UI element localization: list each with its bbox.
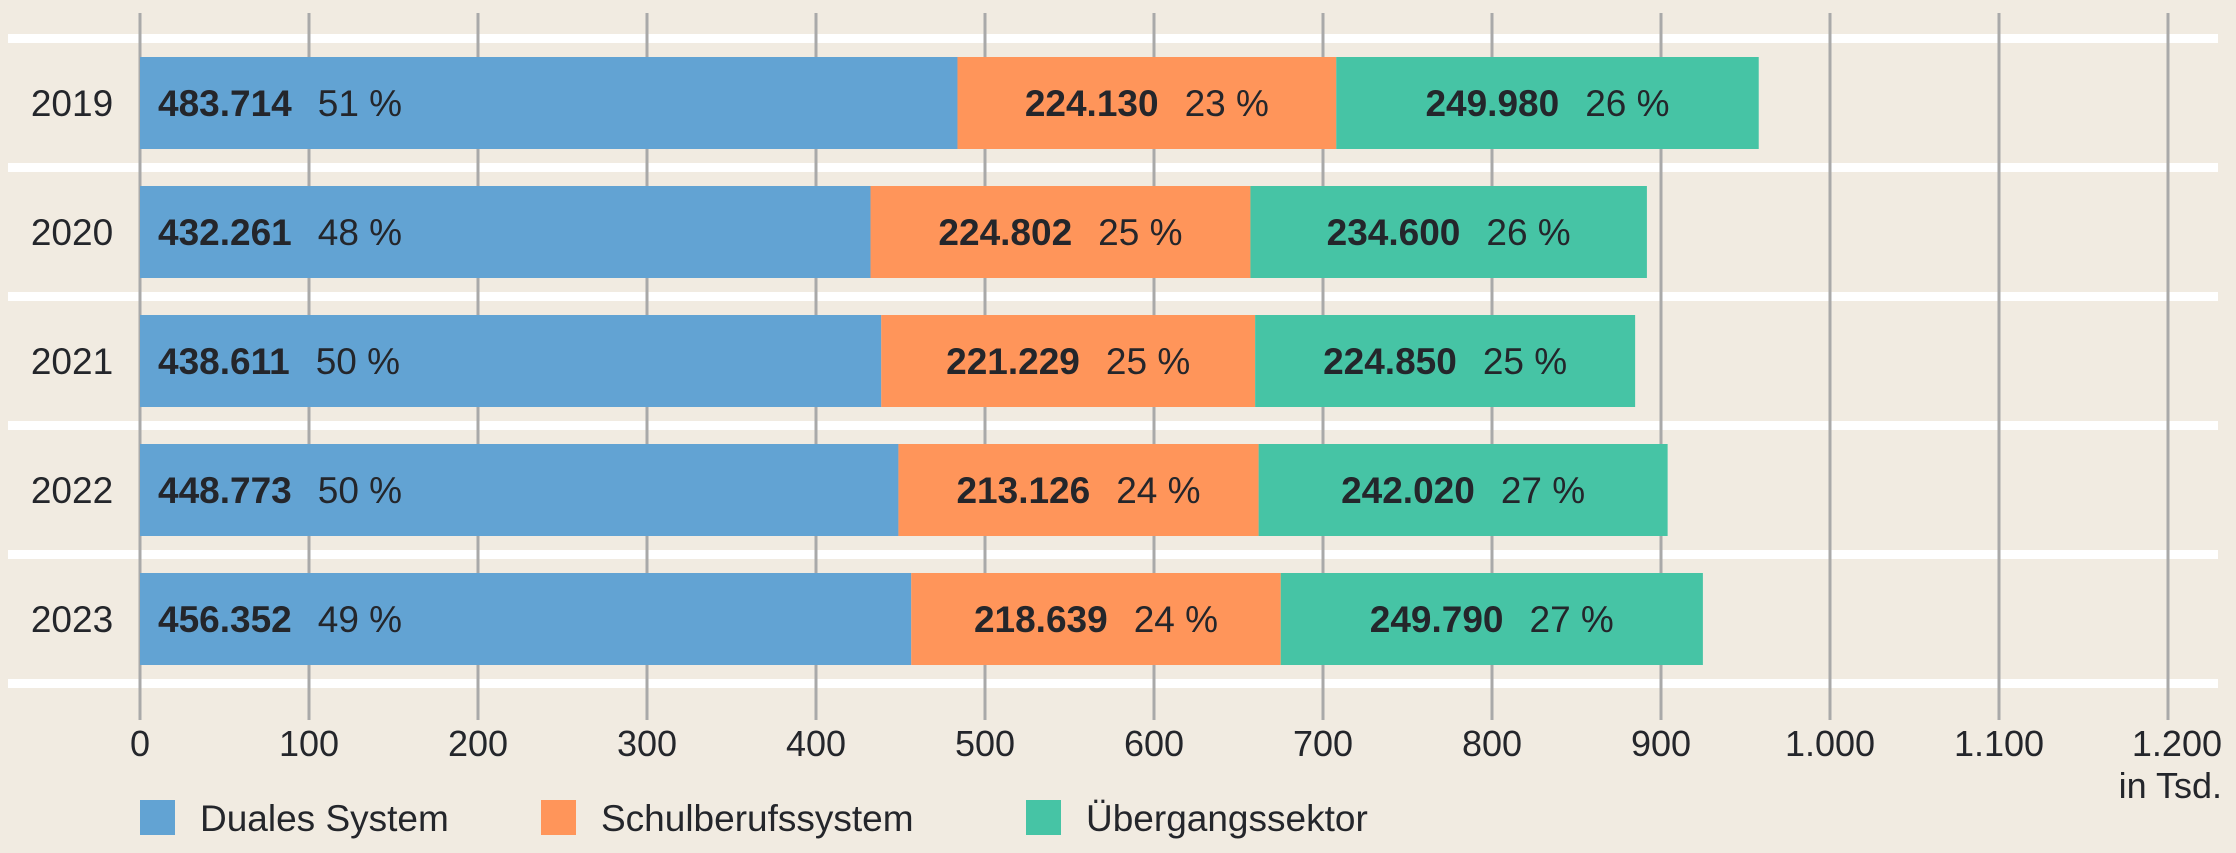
bar-segment--bergangssektor — [1255, 315, 1636, 407]
bar-data-label: 432.261 48 % — [158, 212, 402, 253]
x-tick-label: 400 — [786, 723, 846, 764]
legend-swatch — [541, 800, 576, 835]
bar-segment-schulberufssystem — [957, 57, 1337, 149]
value-label: 249.980 — [1425, 83, 1559, 124]
legend-swatch — [140, 800, 175, 835]
row-separator — [8, 34, 2218, 43]
value-label: 224.130 — [1025, 83, 1159, 124]
bar-data-label: 456.352 49 % — [158, 599, 402, 640]
x-tick-label: 100 — [279, 723, 339, 764]
bar-data-label: 221.229 25 % — [946, 341, 1190, 382]
bar-data-label: 249.980 26 % — [1425, 83, 1669, 124]
x-tick-label: 700 — [1293, 723, 1353, 764]
bar-data-label: 483.714 51 % — [158, 83, 402, 124]
percent-label: 24 % — [1116, 470, 1200, 511]
bar-data-label: 242.020 27 % — [1341, 470, 1585, 511]
value-label: 448.773 — [158, 470, 292, 511]
value-label: 213.126 — [956, 470, 1090, 511]
year-label: 2019 — [31, 83, 113, 124]
bar-data-label: 224.130 23 % — [1025, 83, 1269, 124]
bar-segment-duales-system — [140, 315, 882, 407]
value-label: 234.600 — [1327, 212, 1461, 253]
x-tick-label: 500 — [955, 723, 1015, 764]
x-tick-label: 600 — [1124, 723, 1184, 764]
value-label: 456.352 — [158, 599, 292, 640]
bar-segment--bergangssektor — [1336, 57, 1759, 149]
year-label: 2023 — [31, 599, 113, 640]
bar-data-label: 224.802 25 % — [938, 212, 1182, 253]
bar-segment--bergangssektor — [1250, 186, 1647, 278]
percent-label: 25 % — [1098, 212, 1182, 253]
percent-label: 49 % — [318, 599, 402, 640]
row-separator — [8, 163, 2218, 172]
bar-segment-duales-system — [140, 444, 899, 536]
row-separator — [8, 421, 2218, 430]
bar-segment-schulberufssystem — [881, 315, 1256, 407]
legend-label: Schulberufssystem — [601, 798, 914, 839]
bar-segment-duales-system — [140, 186, 871, 278]
bar-data-label: 234.600 26 % — [1327, 212, 1571, 253]
value-label: 218.639 — [974, 599, 1108, 640]
legend-label: Duales System — [200, 798, 449, 839]
row-separator — [8, 292, 2218, 301]
value-label: 224.802 — [938, 212, 1072, 253]
percent-label: 51 % — [318, 83, 402, 124]
x-unit-label: in Tsd. — [2119, 765, 2222, 806]
value-label: 432.261 — [158, 212, 292, 253]
percent-label: 50 % — [318, 470, 402, 511]
value-label: 224.850 — [1323, 341, 1457, 382]
bar-data-label: 218.639 24 % — [974, 599, 1218, 640]
percent-label: 26 % — [1486, 212, 1570, 253]
percent-label: 25 % — [1483, 341, 1567, 382]
bar-segment-duales-system — [140, 573, 912, 665]
percent-label: 23 % — [1185, 83, 1269, 124]
legend-swatch — [1026, 800, 1061, 835]
percent-label: 24 % — [1134, 599, 1218, 640]
value-label: 221.229 — [946, 341, 1080, 382]
bar-data-label: 249.790 27 % — [1370, 599, 1614, 640]
bar-segment--bergangssektor — [1258, 444, 1668, 536]
bar-data-label: 224.850 25 % — [1323, 341, 1567, 382]
percent-label: 26 % — [1585, 83, 1669, 124]
x-tick-label: 1.100 — [1954, 723, 2044, 764]
bar-data-label: 448.773 50 % — [158, 470, 402, 511]
percent-label: 25 % — [1106, 341, 1190, 382]
year-label: 2021 — [31, 341, 113, 382]
x-tick-label: 0 — [130, 723, 150, 764]
year-label: 2022 — [31, 470, 113, 511]
bar-segment-schulberufssystem — [898, 444, 1259, 536]
x-tick-label: 200 — [448, 723, 508, 764]
bar-segment-duales-system — [140, 57, 958, 149]
bar-data-label: 438.611 50 % — [158, 341, 400, 382]
x-tick-label: 800 — [1462, 723, 1522, 764]
percent-label: 27 % — [1501, 470, 1585, 511]
year-label: 2020 — [31, 212, 113, 253]
row-separator — [8, 550, 2218, 559]
bar-segment--bergangssektor — [1280, 573, 1703, 665]
bar-segment-schulberufssystem — [911, 573, 1281, 665]
percent-label: 27 % — [1530, 599, 1614, 640]
x-tick-label: 300 — [617, 723, 677, 764]
row-separator — [8, 679, 2218, 688]
value-label: 249.790 — [1370, 599, 1504, 640]
x-tick-label: 900 — [1631, 723, 1691, 764]
x-tick-label: 1.200 — [2132, 723, 2222, 764]
percent-label: 48 % — [318, 212, 402, 253]
percent-label: 50 % — [316, 341, 400, 382]
legend-label: Übergangssektor — [1086, 798, 1368, 839]
value-label: 438.611 — [158, 341, 290, 382]
bar-segment-schulberufssystem — [870, 186, 1251, 278]
x-tick-label: 1.000 — [1785, 723, 1875, 764]
value-label: 242.020 — [1341, 470, 1475, 511]
bar-data-label: 213.126 24 % — [956, 470, 1200, 511]
value-label: 483.714 — [158, 83, 292, 124]
